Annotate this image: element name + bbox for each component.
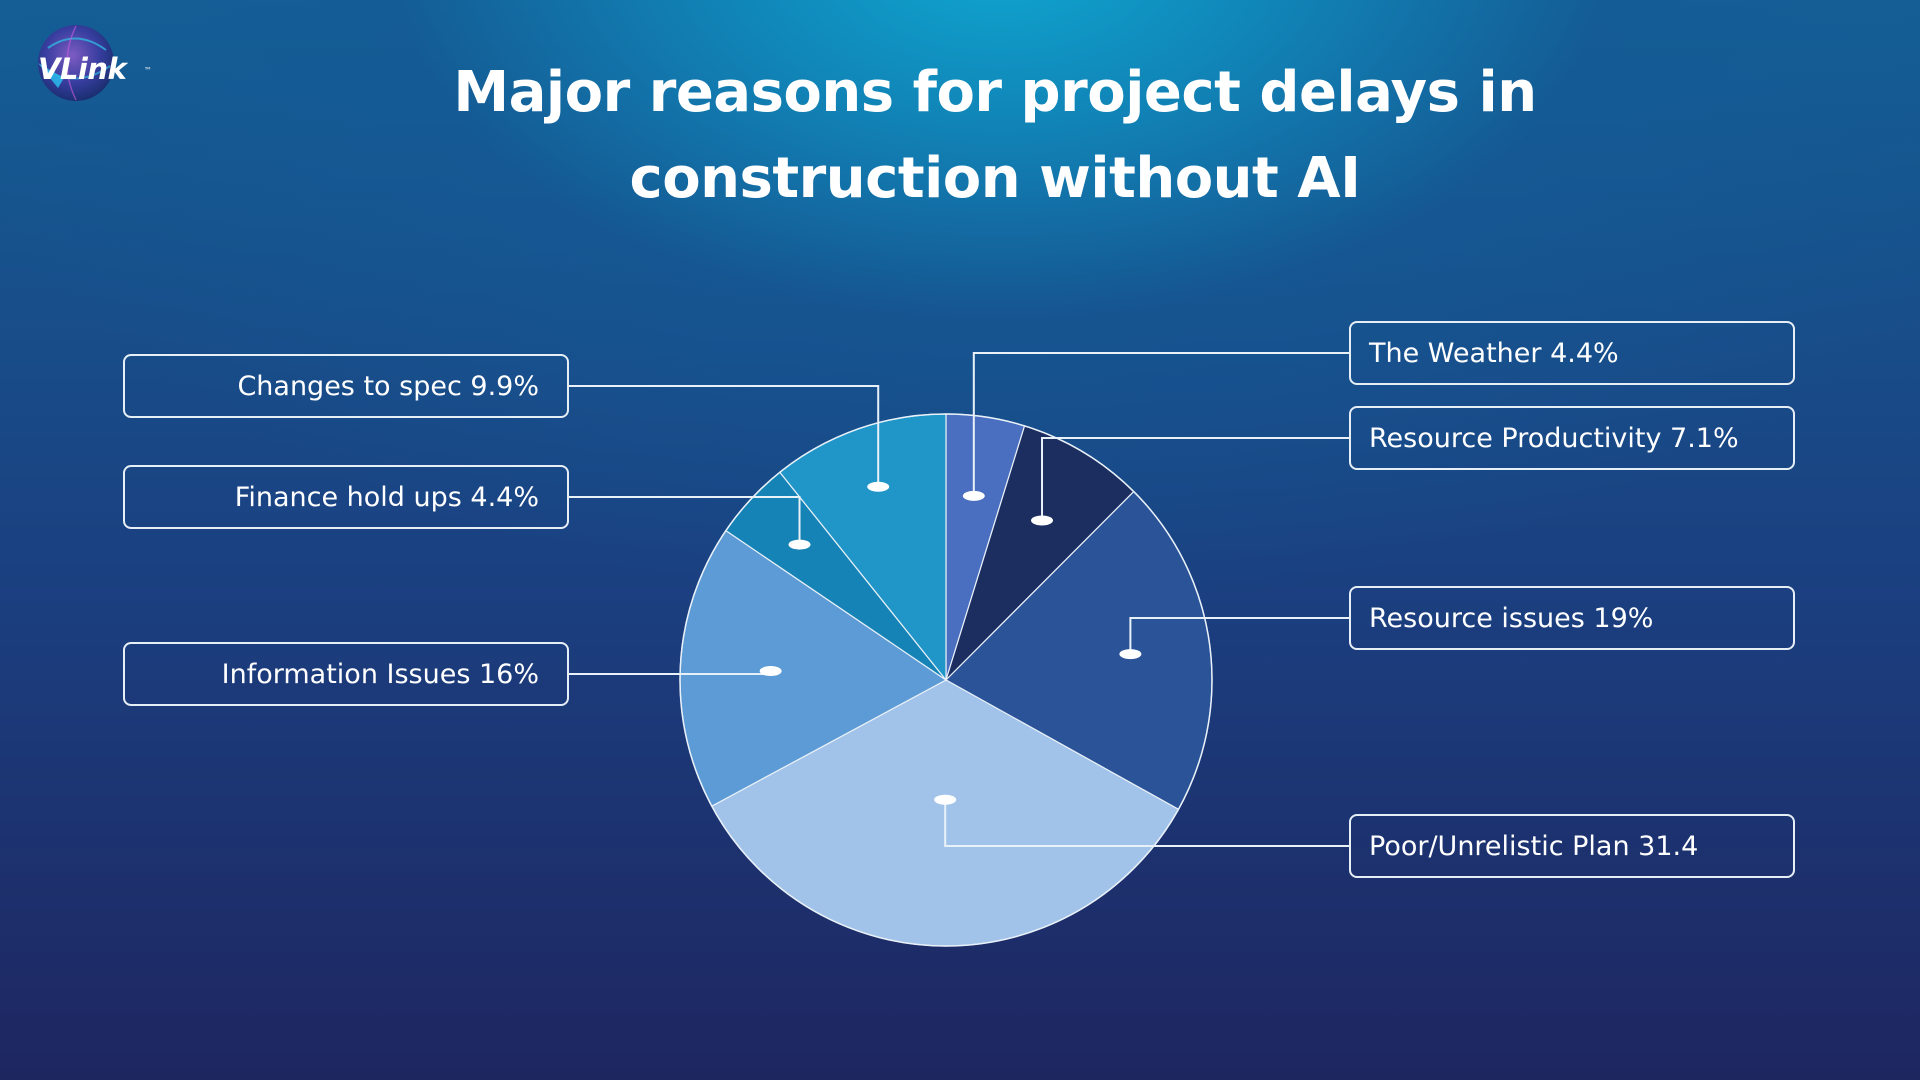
leader-lines [569, 352, 1349, 847]
leader-line-finance [569, 496, 801, 545]
leader-line-weather [972, 352, 1349, 496]
vlink-logo: VLink ™ [18, 18, 152, 108]
callout-resource-productivity: Resource Productivity 7.1% [1349, 406, 1795, 470]
globe-icon [38, 25, 114, 101]
leader-dot-plan [934, 794, 957, 805]
leader-dot-resource [1119, 649, 1142, 660]
leader-line-changes [569, 385, 880, 487]
leader-dot-weather [962, 490, 985, 501]
chart-title: Major reasons for project delays in cons… [300, 50, 1690, 222]
leader-dot-finance [788, 539, 811, 550]
callout-changes-to-spec-label: Changes to spec 9.9% [237, 370, 539, 402]
callout-finance-hold-ups: Finance hold ups 4.4% [123, 465, 569, 529]
pie-slices [679, 413, 1213, 947]
pie-outline [679, 413, 1213, 947]
callout-weather-label: The Weather 4.4% [1369, 337, 1619, 369]
callout-information-issues: Information Issues 16% [123, 642, 569, 706]
leader-dot-information [759, 666, 782, 677]
chart-title-line-2: construction without AI [629, 146, 1361, 211]
leader-line-productivity [1041, 437, 1349, 521]
callout-poor-plan: Poor/Unrelistic Plan 31.4 [1349, 814, 1795, 878]
logo-text: VLink [38, 52, 127, 86]
leader-dot-productivity [1031, 515, 1054, 526]
logo-trademark: ™ [144, 66, 152, 75]
callout-resource-issues: Resource issues 19% [1349, 586, 1795, 650]
chart-title-line-1: Major reasons for project delays in [453, 60, 1537, 125]
leader-line-resource [1129, 617, 1349, 655]
callout-weather: The Weather 4.4% [1349, 321, 1795, 385]
callout-resource-issues-label: Resource issues 19% [1369, 602, 1654, 634]
leader-line-plan [944, 799, 1349, 847]
leader-dot-changes [867, 481, 890, 492]
callout-changes-to-spec: Changes to spec 9.9% [123, 354, 569, 418]
callout-information-issues-label: Information Issues 16% [221, 658, 539, 690]
callout-resource-productivity-label: Resource Productivity 7.1% [1369, 422, 1739, 454]
callout-finance-hold-ups-label: Finance hold ups 4.4% [234, 481, 539, 513]
callout-poor-plan-label: Poor/Unrelistic Plan 31.4 [1369, 830, 1699, 862]
